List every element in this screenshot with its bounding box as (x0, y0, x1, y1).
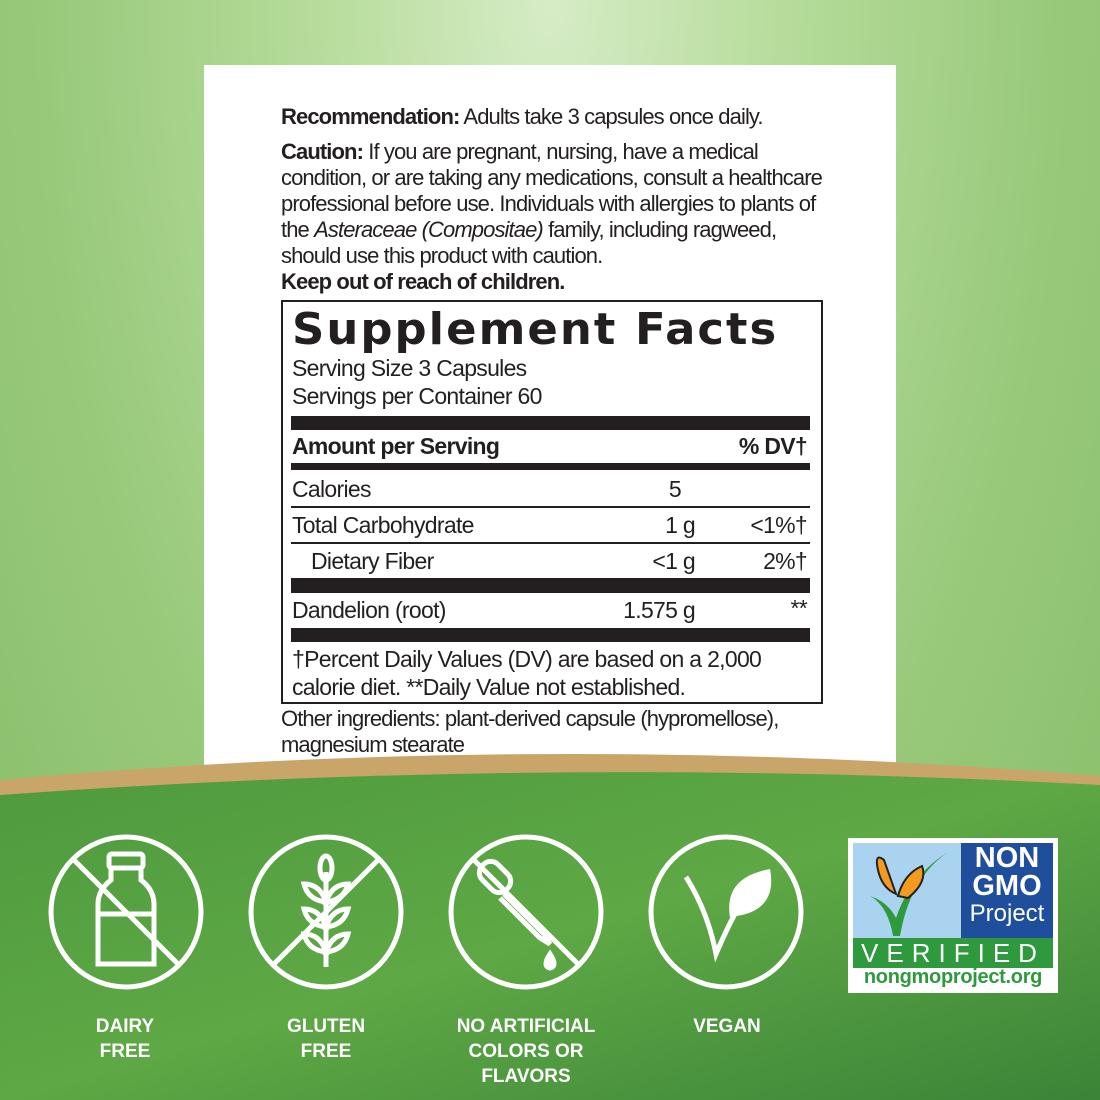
footnote: calorie diet. **Daily Value not establis… (292, 674, 686, 700)
row-dv: <1%† (750, 512, 807, 538)
row-name: Dietary Fiber (311, 548, 434, 574)
nongmo-verified: VERIFIED (861, 938, 1045, 968)
row-name: Calories (292, 476, 371, 502)
nongmo-url: nongmoproject.org (863, 966, 1043, 988)
row-dv: 2%† (763, 548, 808, 574)
facts-title: Supplement Facts (292, 304, 779, 355)
serving-size: Serving Size 3 Capsules (292, 355, 527, 381)
row-amount: 5 (668, 476, 682, 502)
caution: Caution: If you are pregnant, nursing, h… (281, 139, 823, 294)
divider (291, 628, 810, 642)
nongmo-title: NON GMO Project (969, 842, 1045, 928)
recommendation: Recommendation: Adults take 3 capsules o… (281, 104, 764, 129)
row-dv: ** (790, 595, 807, 621)
badge-label-no-artificial: NO ARTIFICIAL COLORS OR FLAVORS (456, 1016, 596, 1087)
row-amount: <1 g (652, 548, 695, 574)
supplement-facts: Supplement Facts Serving Size 3 Capsules… (281, 300, 823, 704)
divider (291, 463, 810, 470)
divider (291, 416, 810, 430)
row-name: Dandelion (root) (292, 597, 446, 623)
divider (291, 506, 810, 508)
badge-label-dairy-free: DAIRY FREE (95, 1016, 155, 1062)
dairy-free-bottle-icon (48, 834, 204, 990)
butterfly-check-icon (853, 843, 1053, 968)
gluten-free-wheat-icon (248, 834, 404, 990)
divider (291, 542, 810, 544)
label-panel (204, 65, 896, 805)
badge-label-vegan: VEGAN (693, 1016, 761, 1037)
row-amount: 1.575 g (623, 597, 696, 623)
row-name: Total Carbohydrate (292, 512, 474, 538)
header-amount: Amount per Serving (292, 433, 500, 459)
badge-label-gluten-free: GLUTEN FREE (286, 1016, 366, 1062)
header-dv: % DV† (738, 433, 808, 459)
non-gmo-project-logo: NON GMO Project VERIFIED nongmoproject.org (848, 838, 1058, 993)
no-artificial-dropper-icon (448, 834, 604, 990)
vegan-leaf-icon (648, 834, 804, 990)
other-ingredients: Other ingredients: plant-derived capsule… (281, 706, 779, 757)
divider (291, 578, 810, 593)
servings-per-container: Servings per Container 60 (292, 383, 542, 409)
row-amount: 1 g (665, 512, 696, 538)
footnote: †Percent Daily Values (DV) are based on … (292, 646, 762, 672)
